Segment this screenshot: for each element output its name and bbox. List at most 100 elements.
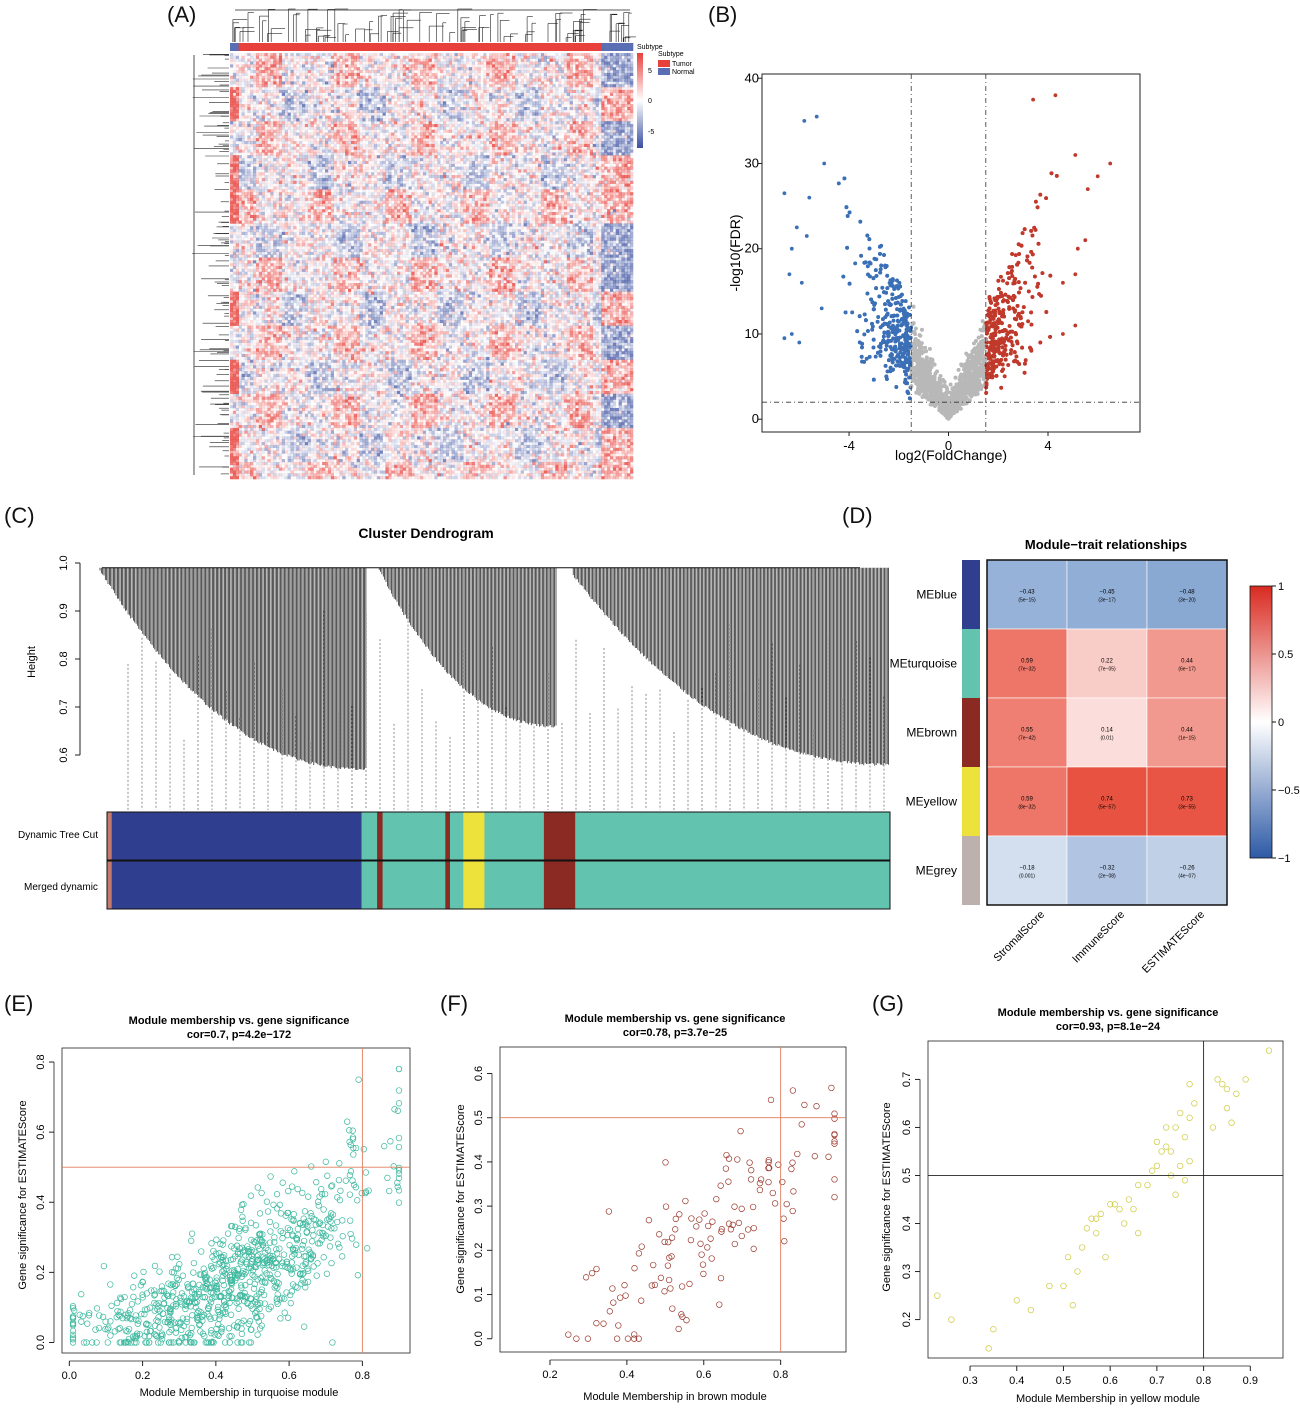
heatmap-cell (555, 101, 559, 105)
heatmap-cell (486, 72, 490, 76)
heatmap-cell (540, 53, 545, 57)
heatmap-cell (281, 87, 285, 91)
heatmap-cell (267, 118, 271, 122)
heatmap-cell (538, 84, 542, 88)
heatmap-cell (612, 109, 617, 113)
heatmap-cell (235, 81, 239, 85)
heatmap-cell (376, 107, 380, 111)
heatmap-cell (411, 118, 415, 122)
heatmap-cell (385, 104, 389, 108)
annotation-cell (304, 43, 308, 51)
heatmap-cell (593, 53, 596, 56)
heatmap-cell (316, 112, 320, 116)
heatmap-cell (425, 95, 429, 99)
heatmap-cell (299, 138, 303, 142)
heatmap-cell (270, 55, 274, 59)
heatmap-cell (549, 72, 553, 76)
heatmap-cell (546, 124, 550, 128)
heatmap-cell (468, 95, 473, 99)
heatmap-cell (342, 104, 346, 108)
heatmap-cell (319, 78, 323, 82)
heatmap-cell (486, 112, 490, 116)
heatmap-cell (549, 70, 553, 74)
heatmap-cell (230, 101, 234, 105)
heatmap-cell (342, 81, 346, 85)
heatmap-cell (434, 138, 437, 141)
heatmap-cell (408, 92, 412, 96)
heatmap-cell (264, 104, 268, 108)
heatmap-cell (304, 132, 308, 136)
heatmap-cell (586, 53, 591, 57)
heatmap-cell (325, 107, 329, 111)
heatmap-cell (253, 95, 257, 99)
heatmap-cell (261, 132, 265, 136)
heatmap-cell (615, 126, 619, 130)
heatmap-cell (336, 89, 340, 93)
heatmap-cell (373, 143, 378, 147)
heatmap-cell (460, 107, 464, 111)
heatmap-cell (402, 107, 406, 111)
heatmap-cell (261, 138, 265, 142)
heatmap-cell (569, 126, 573, 130)
heatmap-cell (325, 132, 329, 136)
heatmap-cell (523, 109, 527, 113)
heatmap-cell (244, 98, 247, 101)
heatmap-cell (291, 93, 294, 96)
heatmap-cell (584, 101, 587, 104)
heatmap-cell (480, 76, 483, 79)
heatmap-cell (595, 64, 599, 68)
heatmap-cell (555, 72, 559, 76)
heatmap-cell (409, 133, 412, 136)
heatmap-cell (417, 126, 421, 130)
heatmap-cell (466, 64, 469, 67)
heatmap-cell (339, 132, 343, 136)
heatmap-cell (359, 64, 363, 68)
heatmap-cell (604, 107, 608, 111)
heatmap-cell (448, 81, 452, 85)
heatmap-cell (322, 109, 326, 113)
heatmap-cell (411, 84, 414, 87)
heatmap-cell (552, 112, 556, 116)
heatmap-cell (373, 121, 378, 125)
heatmap-cell (276, 55, 280, 59)
heatmap-cell (521, 76, 524, 79)
heatmap-cell (563, 112, 568, 116)
heatmap-cell (506, 67, 510, 71)
heatmap-cell (509, 124, 513, 128)
heatmap-cell (440, 70, 444, 74)
heatmap-cell (460, 81, 464, 85)
heatmap-cell (365, 101, 369, 105)
heatmap-cell (327, 115, 332, 119)
heatmap-cell (529, 101, 533, 105)
heatmap-cell (630, 107, 634, 111)
heatmap-cell (270, 138, 274, 142)
heatmap-cell (454, 72, 458, 76)
heatmap-cell (558, 87, 562, 91)
heatmap-cell (561, 55, 565, 59)
heatmap-cell (509, 115, 513, 119)
heatmap-cell (612, 78, 617, 82)
heatmap-cell (376, 64, 380, 68)
heatmap-cell (230, 129, 234, 133)
heatmap-cell (287, 107, 291, 111)
heatmap-cell (437, 141, 440, 144)
heatmap-cell (255, 67, 260, 71)
heatmap-cell (612, 138, 617, 142)
heatmap-cell (373, 81, 378, 85)
heatmap-cell (287, 67, 291, 71)
heatmap-cell (235, 78, 239, 82)
annotation-cell (549, 43, 553, 51)
heatmap-cell (509, 141, 513, 145)
heatmap-cell (304, 95, 308, 99)
heatmap-cell (434, 112, 438, 116)
heatmap-cell (491, 118, 496, 122)
heatmap-cell (451, 64, 455, 68)
heatmap-cell (451, 61, 455, 65)
heatmap-cell (540, 104, 545, 108)
heatmap-cell (598, 67, 602, 71)
heatmap-cell (457, 84, 461, 88)
heatmap-cell (293, 64, 297, 68)
heatmap-cell (454, 129, 458, 133)
heatmap-cell (509, 92, 513, 96)
heatmap-cell (523, 53, 527, 57)
